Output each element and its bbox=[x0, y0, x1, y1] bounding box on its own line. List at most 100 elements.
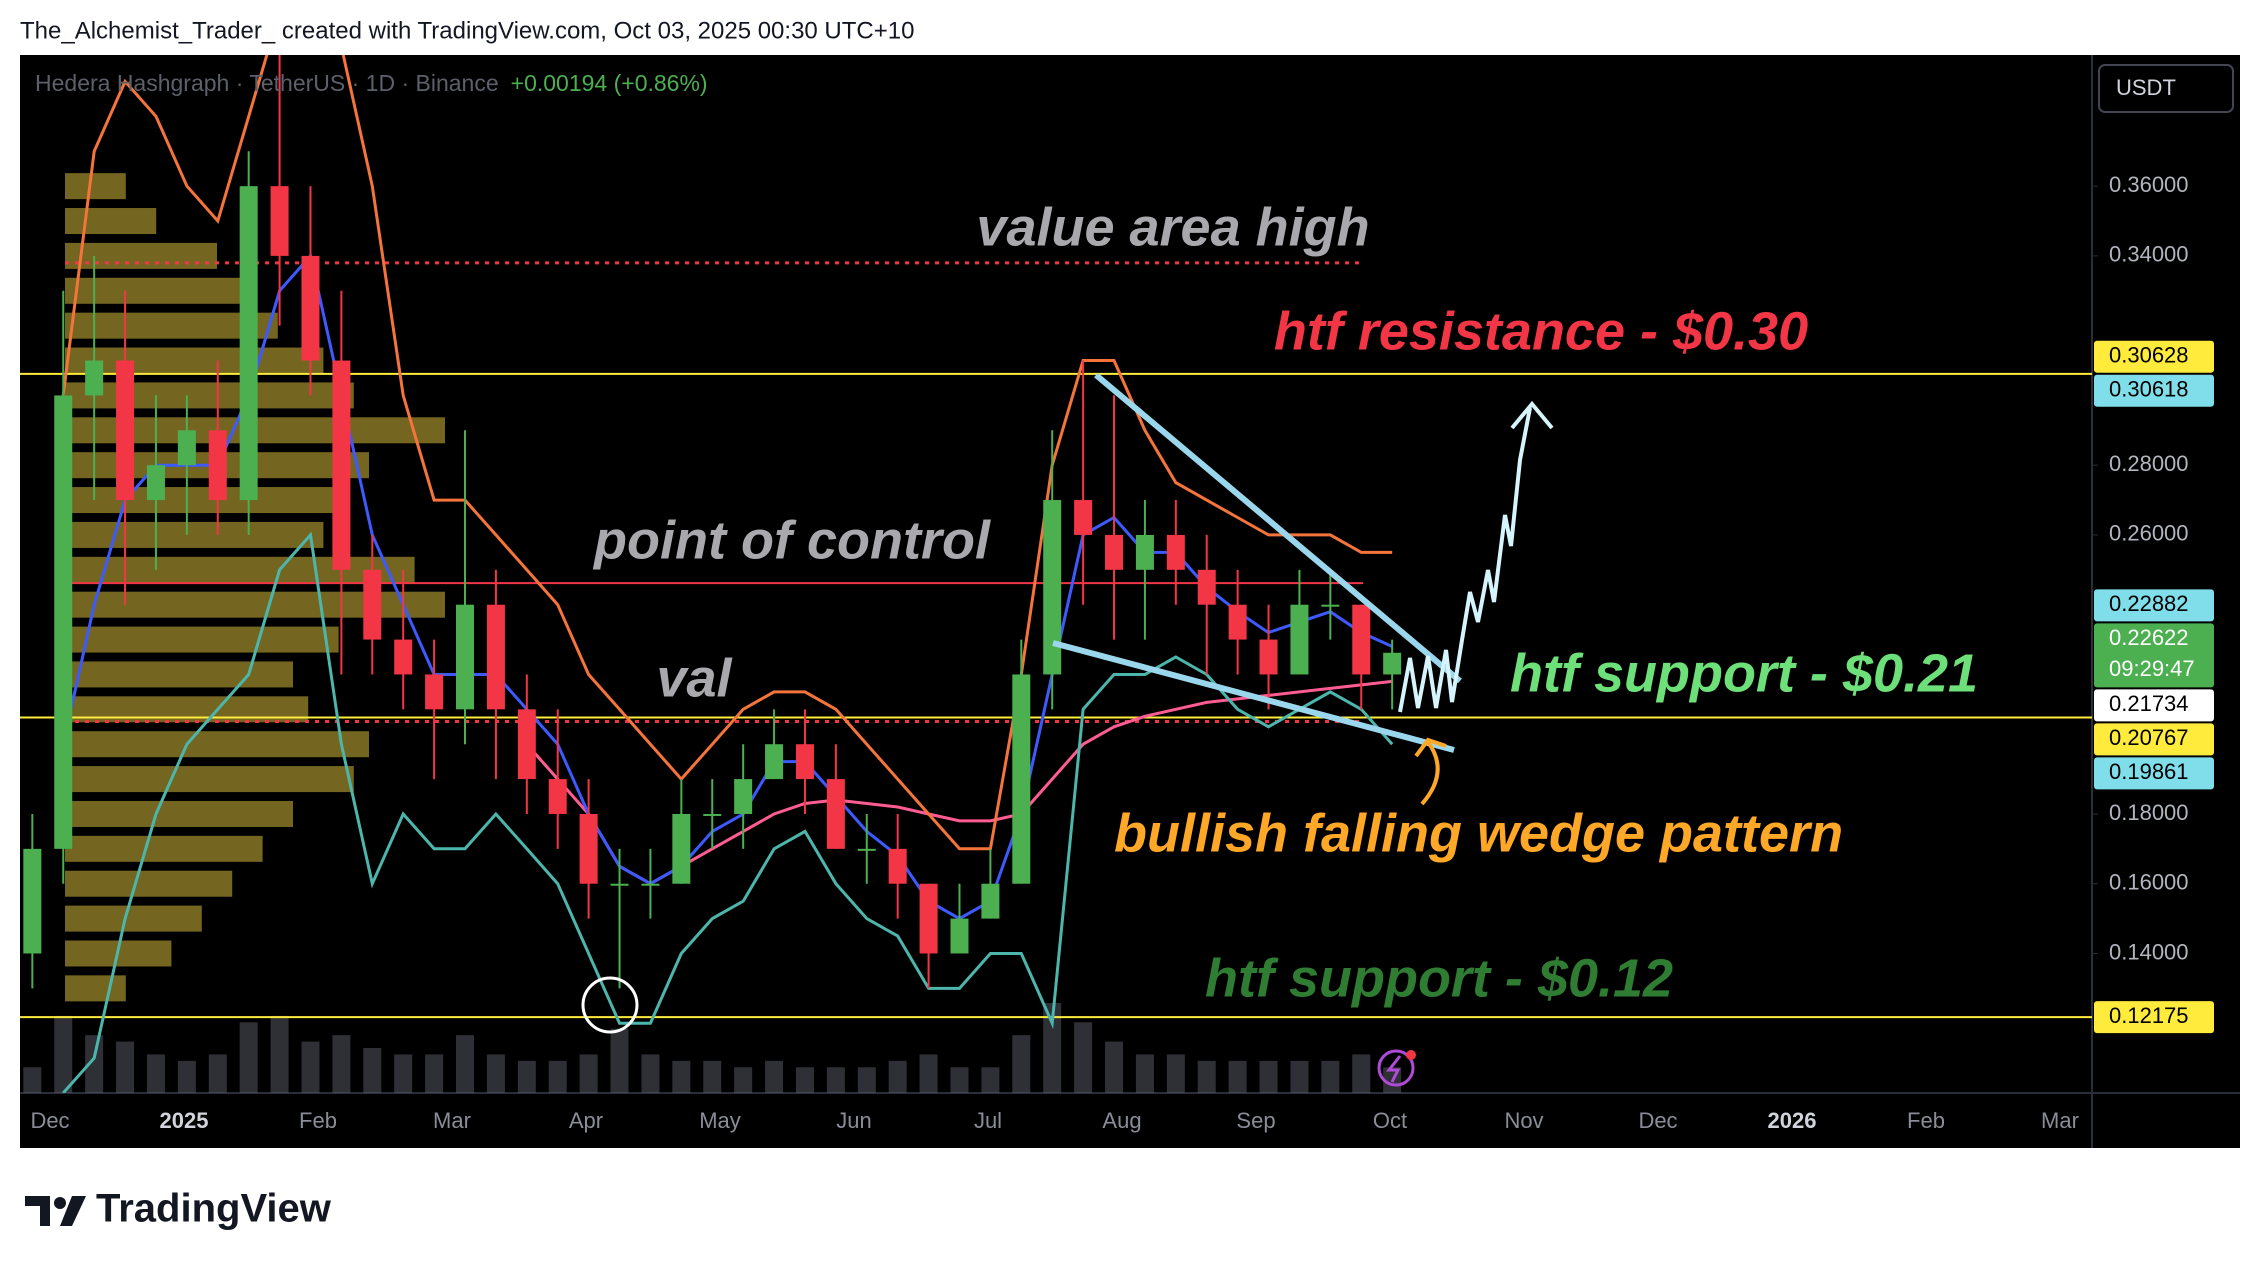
x-tick-label: Nov bbox=[1504, 1108, 1543, 1133]
price-label-box bbox=[2094, 340, 2214, 373]
volume-bar bbox=[517, 1060, 536, 1093]
candle-body bbox=[239, 186, 258, 501]
volume-bar bbox=[826, 1067, 845, 1093]
candle-body bbox=[1259, 639, 1278, 675]
y-tick-label: 0.34000 bbox=[2109, 242, 2189, 267]
annotation: point of control bbox=[592, 510, 991, 570]
volume-bar bbox=[641, 1054, 660, 1093]
volume-bar bbox=[301, 1041, 320, 1093]
countdown: 09:29:47 bbox=[2109, 656, 2195, 681]
volume-bar bbox=[795, 1067, 814, 1093]
price-label-box bbox=[2094, 374, 2214, 407]
x-tick-label: Jun bbox=[836, 1108, 871, 1133]
y-tick-label: 0.36000 bbox=[2109, 172, 2189, 197]
candle-body bbox=[1105, 534, 1124, 570]
volume-profile-bar bbox=[65, 975, 126, 1002]
x-tick-label: Mar bbox=[2041, 1108, 2079, 1133]
volume-profile-bar bbox=[65, 382, 354, 409]
candle-body bbox=[301, 255, 320, 361]
volume-bar bbox=[146, 1054, 165, 1093]
x-tick-label: Dec bbox=[1638, 1108, 1677, 1133]
volume-bar bbox=[734, 1067, 753, 1093]
candle-body bbox=[950, 918, 969, 954]
volume-profile-bar bbox=[65, 626, 339, 653]
logo-mark bbox=[54, 1197, 66, 1209]
axes: 0.14000 0.16000 0.18000 0.26000 0.28000 0.340… bbox=[30, 172, 2214, 1133]
volume-bar bbox=[1352, 1054, 1371, 1093]
volume-bar bbox=[1259, 1060, 1278, 1093]
logo-mark bbox=[25, 1196, 50, 1226]
volume-bar bbox=[1043, 1003, 1062, 1093]
volume-bar bbox=[54, 1015, 73, 1093]
x-tick-label: Jul bbox=[974, 1108, 1002, 1133]
candle-body bbox=[394, 639, 413, 675]
annotation: bullish falling wedge pattern bbox=[1114, 803, 1843, 863]
price-label-box bbox=[2094, 757, 2214, 790]
volume-bar bbox=[239, 1022, 258, 1093]
candle-body bbox=[1290, 604, 1309, 675]
candle-body bbox=[54, 395, 73, 849]
price-label: 0.30628 bbox=[2109, 343, 2189, 368]
volume-bar bbox=[177, 1060, 196, 1093]
volume-bar bbox=[456, 1035, 475, 1093]
volume-bar bbox=[610, 1028, 629, 1093]
volume-profile-bar bbox=[65, 661, 293, 688]
candle-body bbox=[857, 848, 876, 851]
bottom-circle bbox=[581, 976, 639, 1034]
x-tick-label: Aug bbox=[1102, 1108, 1141, 1133]
volume-profile-bar bbox=[65, 242, 217, 269]
event-icon-bolt bbox=[1385, 1055, 1402, 1083]
candle-body bbox=[1012, 674, 1031, 884]
price-label: 0.30618 bbox=[2109, 377, 2189, 402]
volume-bar bbox=[1321, 1060, 1340, 1093]
currency-button[interactable] bbox=[2098, 64, 2234, 113]
volume-bar bbox=[85, 1035, 104, 1093]
volume-bar bbox=[1228, 1060, 1247, 1093]
event-icon[interactable] bbox=[1377, 1049, 1415, 1087]
volume-bar bbox=[857, 1067, 876, 1093]
projection-arrowhead bbox=[1510, 400, 1554, 430]
volume-bar bbox=[1135, 1054, 1154, 1093]
projection-arrow bbox=[1398, 407, 1532, 713]
volume-profile-bar bbox=[65, 591, 445, 618]
candle-body bbox=[1074, 500, 1093, 535]
y-tick-label: 0.14000 bbox=[2109, 939, 2189, 964]
volume-bar bbox=[919, 1054, 938, 1093]
volume-bar bbox=[672, 1060, 691, 1093]
volume-profile-bar bbox=[65, 208, 157, 235]
candle-body bbox=[146, 465, 165, 501]
x-tick-label: Dec bbox=[30, 1108, 69, 1133]
volume-bar bbox=[363, 1048, 382, 1093]
candle-body bbox=[795, 744, 814, 780]
symbol-legend: Hedera Hashgraph · TetherUS · 1D · Binan… bbox=[35, 70, 499, 96]
volume-profile-bar bbox=[65, 556, 415, 583]
annotation: val bbox=[656, 648, 732, 708]
volume-bar bbox=[1074, 1022, 1093, 1093]
event-dot bbox=[1406, 1050, 1416, 1060]
candle-body bbox=[888, 848, 907, 884]
candle-body bbox=[641, 883, 660, 886]
x-tick-label: Mar bbox=[433, 1108, 471, 1133]
x-tick-label: 2025 bbox=[160, 1108, 209, 1133]
annotation: value area high bbox=[976, 197, 1369, 257]
price-change: +0.00194 (+0.86%) bbox=[511, 70, 708, 96]
candle-body bbox=[826, 779, 845, 849]
x-tick-label: Feb bbox=[1907, 1108, 1945, 1133]
candle-body bbox=[703, 813, 722, 816]
candle-body bbox=[332, 360, 351, 570]
candle-body bbox=[208, 430, 227, 501]
volume-bar bbox=[579, 1054, 598, 1093]
y-tick-label: 0.16000 bbox=[2109, 870, 2189, 895]
wedge-pointer-head bbox=[1414, 737, 1447, 758]
annotation: htf support - $0.12 bbox=[1205, 948, 1673, 1008]
volume-profile-bar bbox=[65, 731, 369, 758]
y-tick-label: 0.28000 bbox=[2109, 451, 2189, 476]
candle-body bbox=[456, 604, 475, 710]
wedge-pointer bbox=[1420, 740, 1440, 806]
indicator-line bbox=[62, 531, 1394, 1093]
x-tick-label: 2026 bbox=[1768, 1108, 1817, 1133]
x-tick-label: Apr bbox=[569, 1108, 603, 1133]
volume-bar bbox=[394, 1054, 413, 1093]
